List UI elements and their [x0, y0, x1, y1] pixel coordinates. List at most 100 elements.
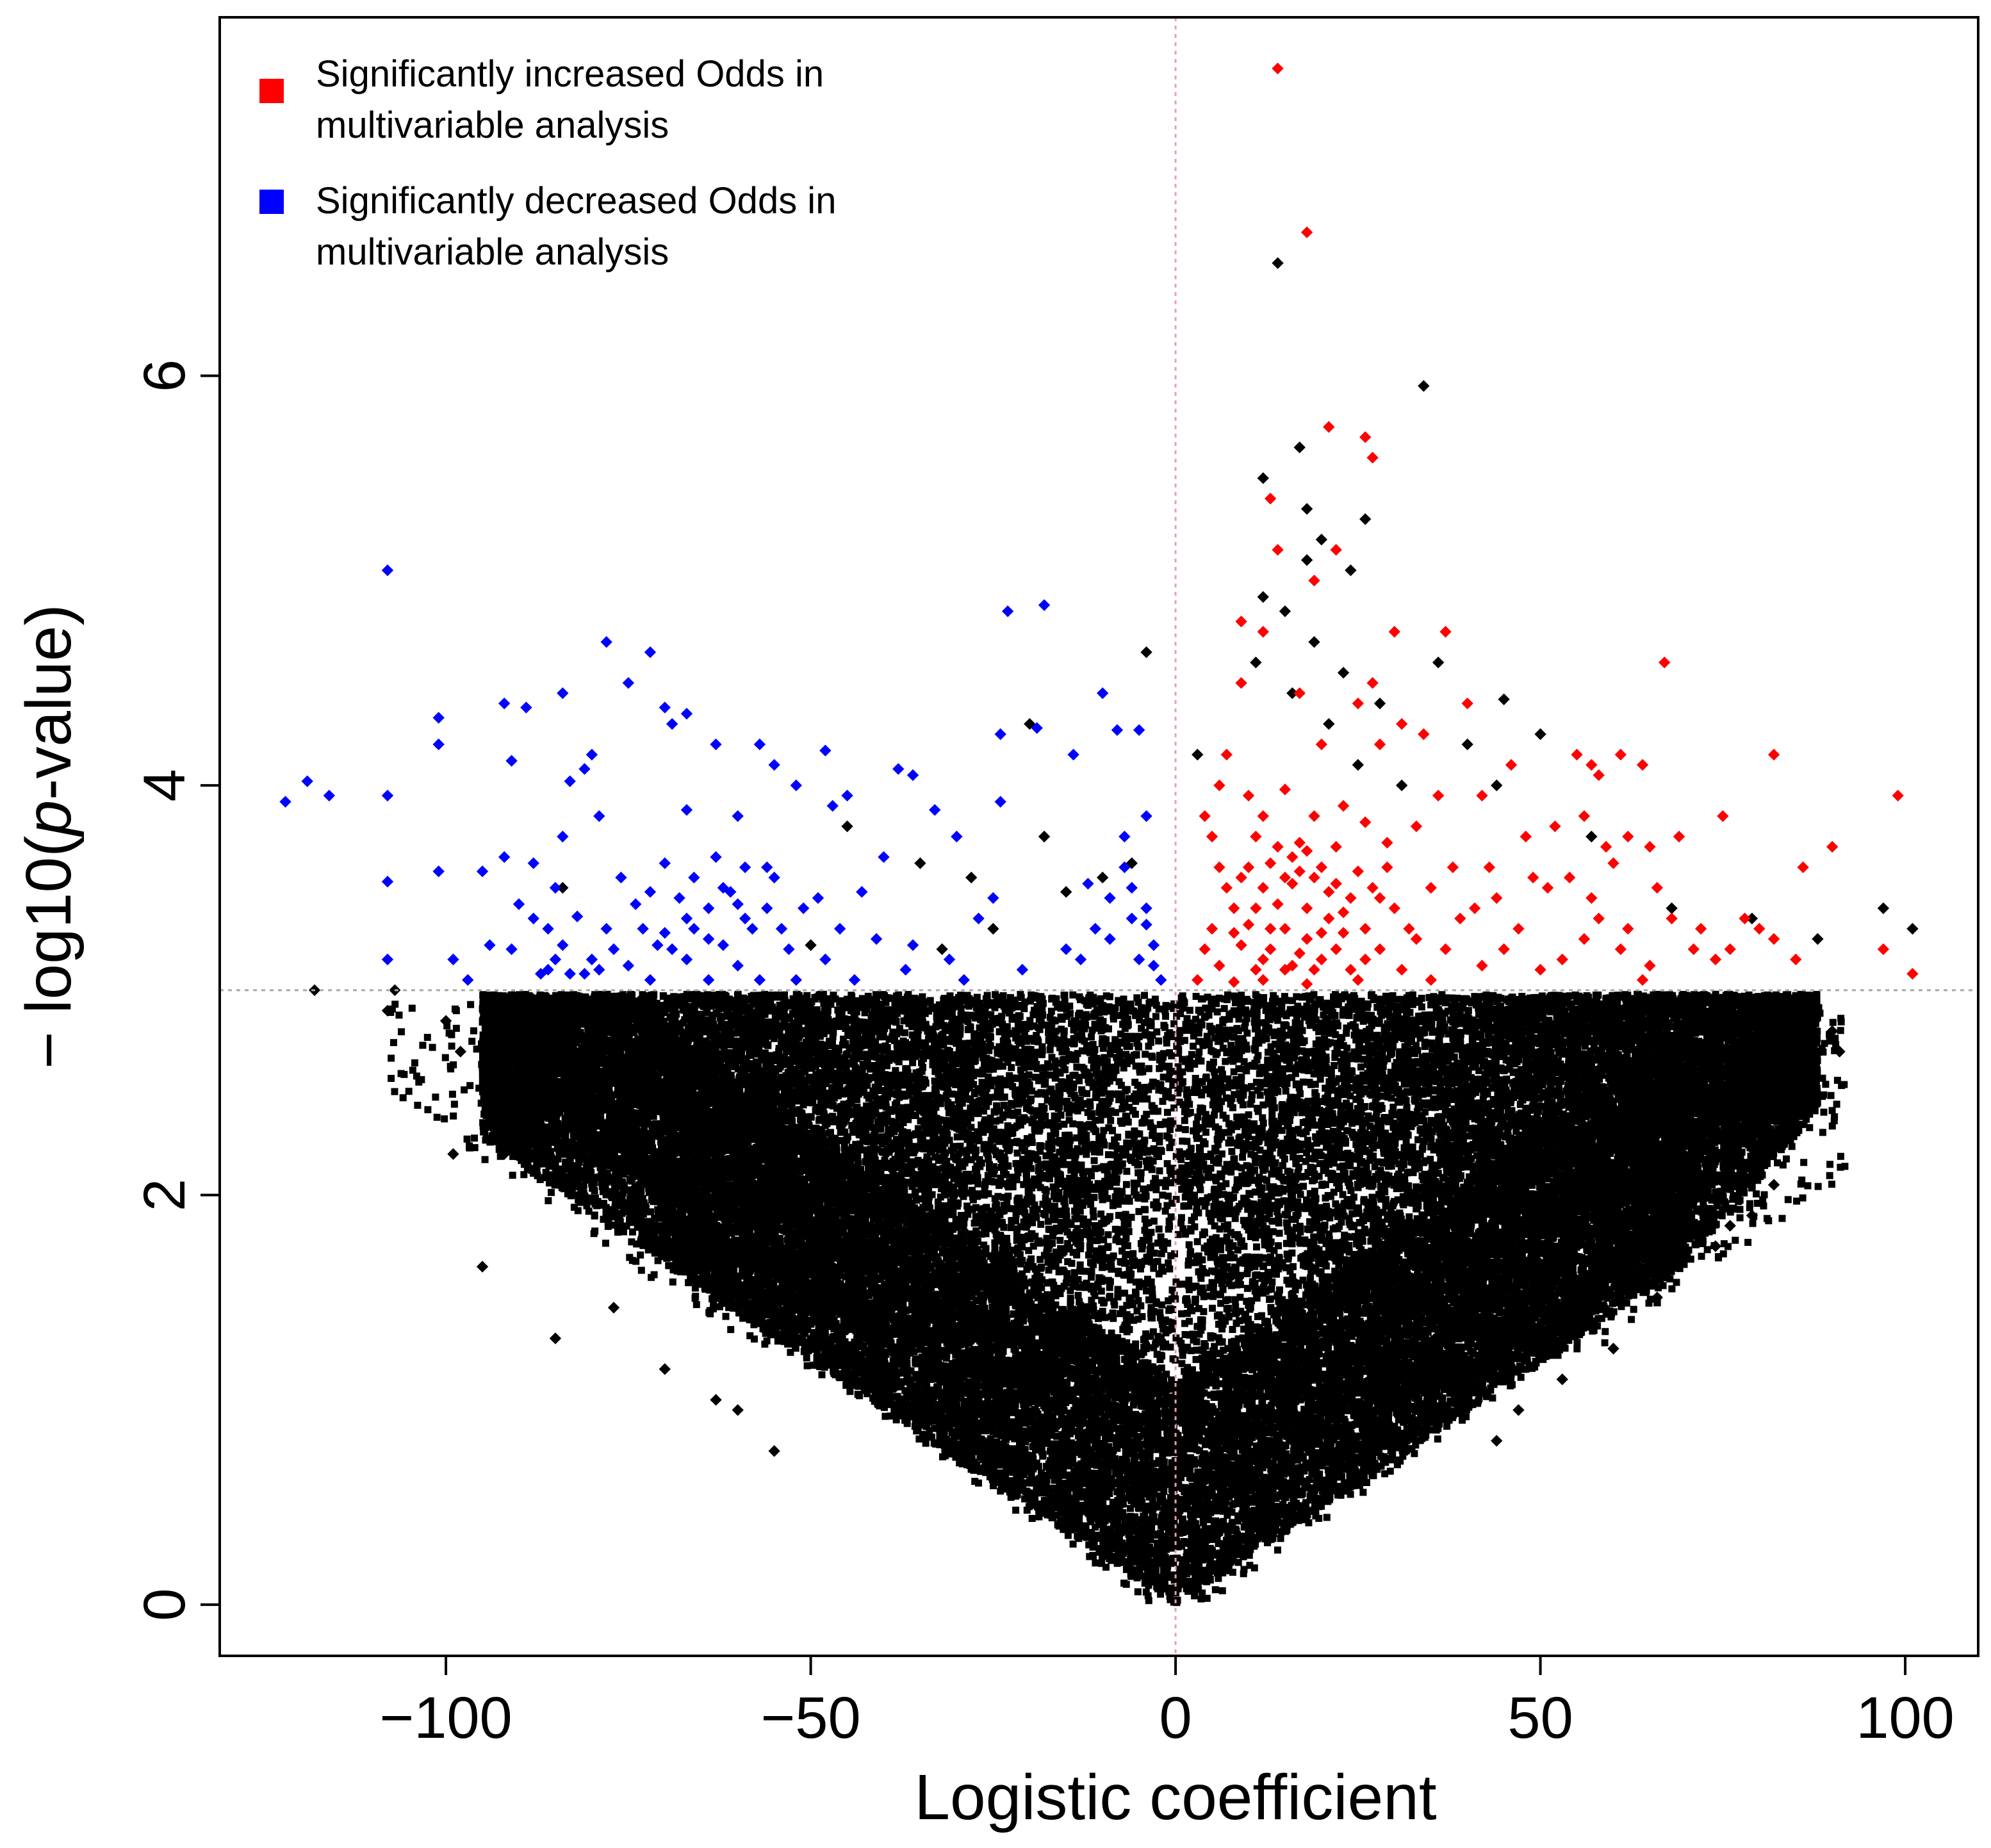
increased-odds-point	[1272, 898, 1284, 910]
decreased-odds-point	[1140, 919, 1152, 931]
increased-odds-point	[1300, 845, 1313, 857]
decreased-odds-point	[929, 804, 941, 816]
increased-odds-point	[1279, 783, 1291, 796]
increased-odds-point	[1257, 953, 1269, 966]
increased-odds-point	[1199, 810, 1211, 822]
decreased-odds-point	[732, 898, 744, 910]
decreased-odds-point	[659, 701, 671, 714]
increased-odds-point	[1651, 881, 1664, 894]
increased-odds-point	[1600, 840, 1612, 853]
increased-odds-point	[1381, 861, 1393, 874]
legend-swatch-increased	[259, 79, 284, 103]
increased-odds-point	[1614, 943, 1627, 956]
decreased-odds-point	[856, 886, 868, 898]
nonsignificant-point	[805, 939, 817, 951]
decreased-odds-point	[1001, 605, 1014, 617]
increased-odds-point	[1563, 871, 1576, 884]
nonsignificant-point	[1498, 693, 1510, 705]
nonsignificant-point	[1833, 1045, 1846, 1058]
increased-odds-point	[1315, 738, 1328, 751]
increased-odds-point	[1359, 922, 1372, 935]
decreased-odds-point	[644, 974, 657, 986]
decreased-odds-point	[542, 922, 554, 935]
decreased-odds-point	[761, 902, 773, 915]
decreased-odds-point	[768, 758, 780, 771]
increased-odds-point	[1337, 906, 1350, 919]
increased-odds-point	[1622, 922, 1634, 935]
decreased-odds-point	[1111, 724, 1124, 736]
nonsignificant-point	[710, 1394, 722, 1406]
decreased-odds-point	[1074, 953, 1087, 966]
decreased-odds-point	[644, 886, 657, 898]
increased-odds-point	[1242, 861, 1255, 874]
decreased-odds-point	[717, 939, 730, 951]
increased-odds-point	[1293, 837, 1306, 849]
increased-odds-point	[1476, 960, 1488, 972]
nonsignificant-point	[1512, 1404, 1525, 1416]
decreased-odds-point	[739, 861, 751, 874]
increased-odds-point	[1709, 953, 1722, 966]
x-tick-label: 100	[1856, 1685, 1954, 1751]
increased-odds-point	[1323, 421, 1335, 433]
decreased-odds-point	[557, 830, 569, 843]
increased-odds-point	[1264, 857, 1277, 869]
decreased-odds-point	[710, 738, 722, 751]
increased-odds-point	[1571, 748, 1583, 761]
decreased-odds-point	[680, 804, 693, 816]
decreased-odds-point	[732, 960, 744, 972]
increased-odds-point	[1192, 974, 1204, 986]
decreased-odds-point	[994, 728, 1006, 740]
increased-odds-point	[1673, 830, 1685, 843]
decreased-odds-point	[1104, 933, 1116, 945]
nonsignificant-point	[1812, 933, 1824, 945]
decreased-odds-point	[607, 943, 620, 956]
legend-label-decreased-line1: Significantly decreased Odds in	[316, 180, 836, 222]
nonsignificant-point	[549, 1332, 562, 1345]
increased-odds-point	[1206, 922, 1218, 935]
nonsignificant-point	[659, 1363, 671, 1375]
legend-label-increased-line2: multivariable analysis	[316, 104, 669, 146]
legend-swatch-decreased	[259, 190, 284, 214]
decreased-odds-point	[586, 953, 598, 966]
nonsignificant-point	[1300, 503, 1313, 515]
decreased-odds-point	[542, 963, 554, 976]
increased-odds-point	[1556, 953, 1568, 966]
decreased-odds-point	[878, 851, 890, 863]
decreased-odds-point	[447, 953, 459, 966]
increased-odds-point	[1432, 789, 1445, 802]
decreased-odds-point	[775, 922, 788, 935]
nonsignificant-point	[1491, 779, 1503, 792]
increased-odds-point	[1906, 968, 1919, 980]
increased-odds-point	[1337, 927, 1350, 939]
increased-odds-point	[1293, 947, 1306, 960]
increased-odds-point	[1505, 758, 1518, 771]
decreased-odds-point	[987, 892, 999, 904]
decreased-odds-point	[994, 796, 1006, 808]
increased-odds-point	[1578, 810, 1591, 822]
increased-odds-point	[1454, 912, 1466, 925]
decreased-odds-point	[1118, 830, 1131, 843]
nonsignificant-point	[1767, 1179, 1780, 1191]
nonsignificant-point	[1666, 902, 1678, 915]
increased-odds-point	[1527, 871, 1539, 884]
decreased-odds-point	[549, 881, 562, 894]
increased-odds-point	[1272, 544, 1284, 556]
increased-odds-point	[1308, 810, 1320, 822]
nonsignificant-point	[1746, 1209, 1758, 1222]
increased-odds-point	[1220, 881, 1233, 894]
nonsignificant-point	[1491, 1435, 1503, 1447]
decreased-odds-point	[644, 646, 657, 658]
nonsignificant-point	[1272, 257, 1284, 269]
decreased-odds-point	[301, 775, 313, 787]
decreased-odds-point	[833, 922, 846, 935]
increased-odds-point	[1308, 963, 1320, 976]
increased-odds-point	[1381, 837, 1393, 849]
increased-odds-point	[1717, 810, 1729, 822]
increased-odds-point	[1418, 728, 1430, 740]
increased-odds-point	[1366, 881, 1379, 894]
decreased-odds-point	[622, 676, 635, 689]
nonsignificant-point	[1782, 1076, 1795, 1088]
increased-odds-point	[1636, 974, 1649, 986]
decreased-odds-point	[892, 763, 905, 775]
decreased-odds-point	[381, 953, 394, 966]
